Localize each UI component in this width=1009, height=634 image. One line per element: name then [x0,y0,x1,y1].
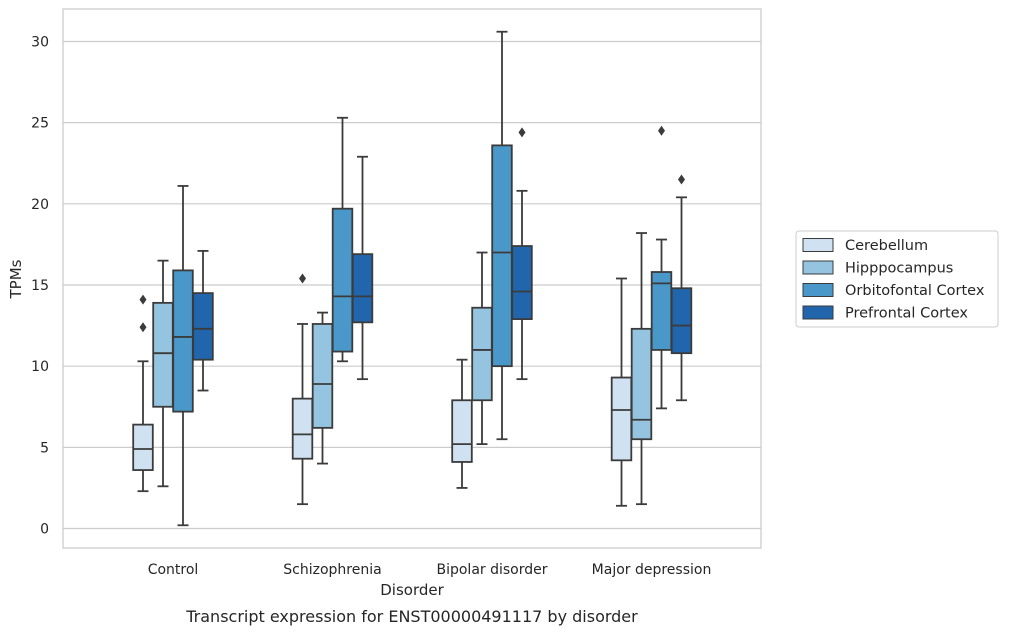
y-tick-label: 20 [31,197,49,213]
box-orbitofontal-cortex [331,116,354,363]
iqr-box [192,292,214,361]
box-hipppocampus [311,311,334,465]
iqr-box [351,253,374,324]
box-hipppocampus [471,251,493,445]
legend-swatch [802,260,834,275]
legend-swatch [802,283,834,297]
x-tick-label: Major depression [592,562,712,578]
x-tick-labels: Control Schizophrenia Bipolar disorder Majo… [148,562,712,578]
legend-item-prefrontal-cortex: Prefrontal Cortex [802,305,968,322]
outlier-point [518,127,526,138]
box-orbitofontal-cortex [172,185,194,527]
outlier-point [139,322,147,333]
iqr-box [610,376,633,462]
outlier-point [299,273,306,284]
box-hipppocampus [152,259,174,488]
box-prefrontal-cortex [511,127,533,381]
box-cerebellum [132,294,154,493]
legend-swatch [802,238,834,252]
y-tick-label: 30 [31,34,49,50]
y-tick-label: 25 [31,116,49,132]
box-series [132,30,693,527]
iqr-box [291,397,314,460]
iqr-box [491,144,513,368]
legend-label: Orbitofontal Cortex [845,283,985,299]
box-prefrontal-cortex [351,155,374,381]
iqr-box [132,423,154,471]
outlier-point [658,125,665,136]
legend-item-hipppocampus: Hipppocampus [802,260,953,277]
box-cerebellum [451,358,473,489]
legend-item-cerebellum: Cerebellum [802,238,928,254]
iqr-box [152,301,174,408]
outlier-point [678,174,685,185]
legend-label: Cerebellum [845,238,928,254]
plot-frame [62,8,762,549]
iqr-box [511,245,533,320]
legend-label: Hipppocampus [845,261,953,277]
box-prefrontal-cortex [192,250,214,392]
y-tick-label: 15 [31,278,49,294]
box-orbitofontal-cortex [491,30,513,441]
box-orbitofontal-cortex [650,125,673,410]
legend-entries: Cerebellum Hipppocampus Orbitofontal Corte… [802,238,985,322]
iqr-box [451,399,473,463]
box-hipppocampus [630,232,653,506]
box-cerebellum [610,277,633,507]
x-tick-label: Bipolar disorder [436,562,547,578]
iqr-box [331,207,354,353]
legend-item-orbitofontal-cortex: Orbitofontal Cortex [802,283,985,299]
chart-caption: Transcript expression for ENST0000049111… [185,607,638,626]
iqr-box [630,327,653,441]
x-axis-title: Disorder [380,581,444,599]
iqr-box [670,287,693,355]
legend-swatch [802,305,834,320]
box-prefrontal-cortex [670,174,693,402]
iqr-box [172,269,194,413]
legend: Cerebellum Hipppocampus Orbitofontal Corte… [795,230,999,328]
y-tick-label: 5 [40,440,49,456]
y-axis-title: TPMs [7,259,25,299]
iqr-box [471,306,493,402]
x-tick-label: Control [148,562,199,578]
box-cerebellum [291,273,314,506]
y-tick-label: 10 [31,359,49,375]
outlier-point [139,294,147,305]
y-tick-labels: 0 5 10 15 20 25 30 [31,34,49,537]
x-tick-label: Schizophrenia [283,562,381,578]
legend-label: Prefrontal Cortex [845,306,968,322]
y-tick-label: 0 [40,522,49,538]
iqr-box [311,323,334,429]
legend-frame [795,230,999,328]
